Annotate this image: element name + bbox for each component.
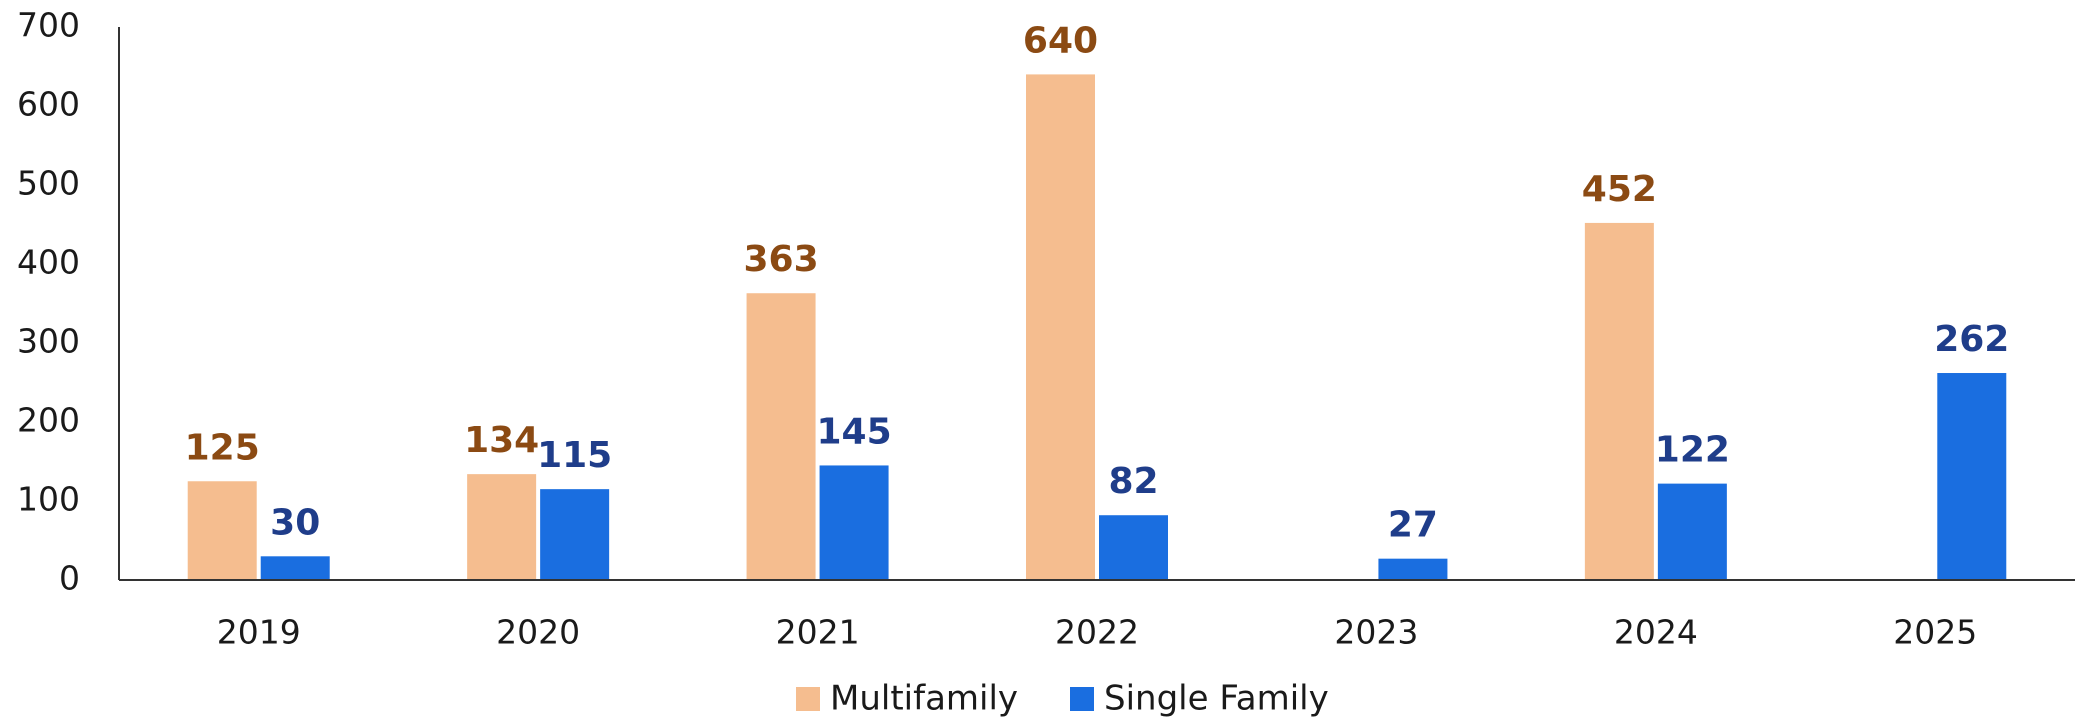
bar	[540, 489, 610, 580]
y-tick-label: 100	[17, 480, 80, 519]
x-tick-label: 2020	[496, 613, 580, 652]
data-label: 134	[464, 420, 539, 461]
y-tick-label: 700	[17, 6, 80, 45]
data-label: 452	[1582, 169, 1657, 210]
y-tick-label: 300	[17, 322, 80, 361]
y-tick-label: 500	[17, 164, 80, 203]
x-tick-label: 2024	[1614, 613, 1698, 652]
bar	[260, 556, 330, 580]
x-tick-label: 2019	[217, 613, 301, 652]
data-label: 262	[1934, 319, 2009, 360]
bar	[467, 474, 537, 580]
data-label: 122	[1655, 430, 1730, 471]
bar	[1026, 74, 1095, 581]
bar	[1099, 515, 1168, 580]
y-tick-label: 0	[59, 559, 80, 598]
data-label: 115	[537, 435, 612, 476]
data-label: 30	[270, 502, 320, 543]
bar	[746, 293, 816, 580]
bar	[1657, 483, 1727, 580]
data-label: 125	[185, 427, 260, 468]
legend-swatch	[1070, 687, 1094, 711]
legend-label: Multifamily	[830, 679, 1018, 719]
bar	[1584, 222, 1654, 581]
bar	[1378, 558, 1448, 580]
y-tick-label: 200	[17, 401, 80, 440]
bar	[819, 465, 889, 580]
data-label: 82	[1108, 461, 1158, 502]
legend-label: Single Family	[1104, 679, 1329, 719]
legend-swatch	[796, 687, 820, 711]
data-label: 363	[743, 239, 818, 280]
data-label: 145	[816, 411, 891, 452]
bar	[187, 481, 257, 580]
y-tick-label: 600	[17, 85, 80, 124]
data-label: 640	[1023, 20, 1098, 61]
x-tick-label: 2021	[776, 613, 860, 652]
x-tick-label: 2025	[1893, 613, 1977, 652]
x-tick-label: 2023	[1334, 613, 1418, 652]
y-tick-label: 400	[17, 243, 80, 282]
data-label: 27	[1388, 505, 1438, 546]
bar	[1937, 373, 2007, 580]
x-tick-label: 2022	[1055, 613, 1139, 652]
